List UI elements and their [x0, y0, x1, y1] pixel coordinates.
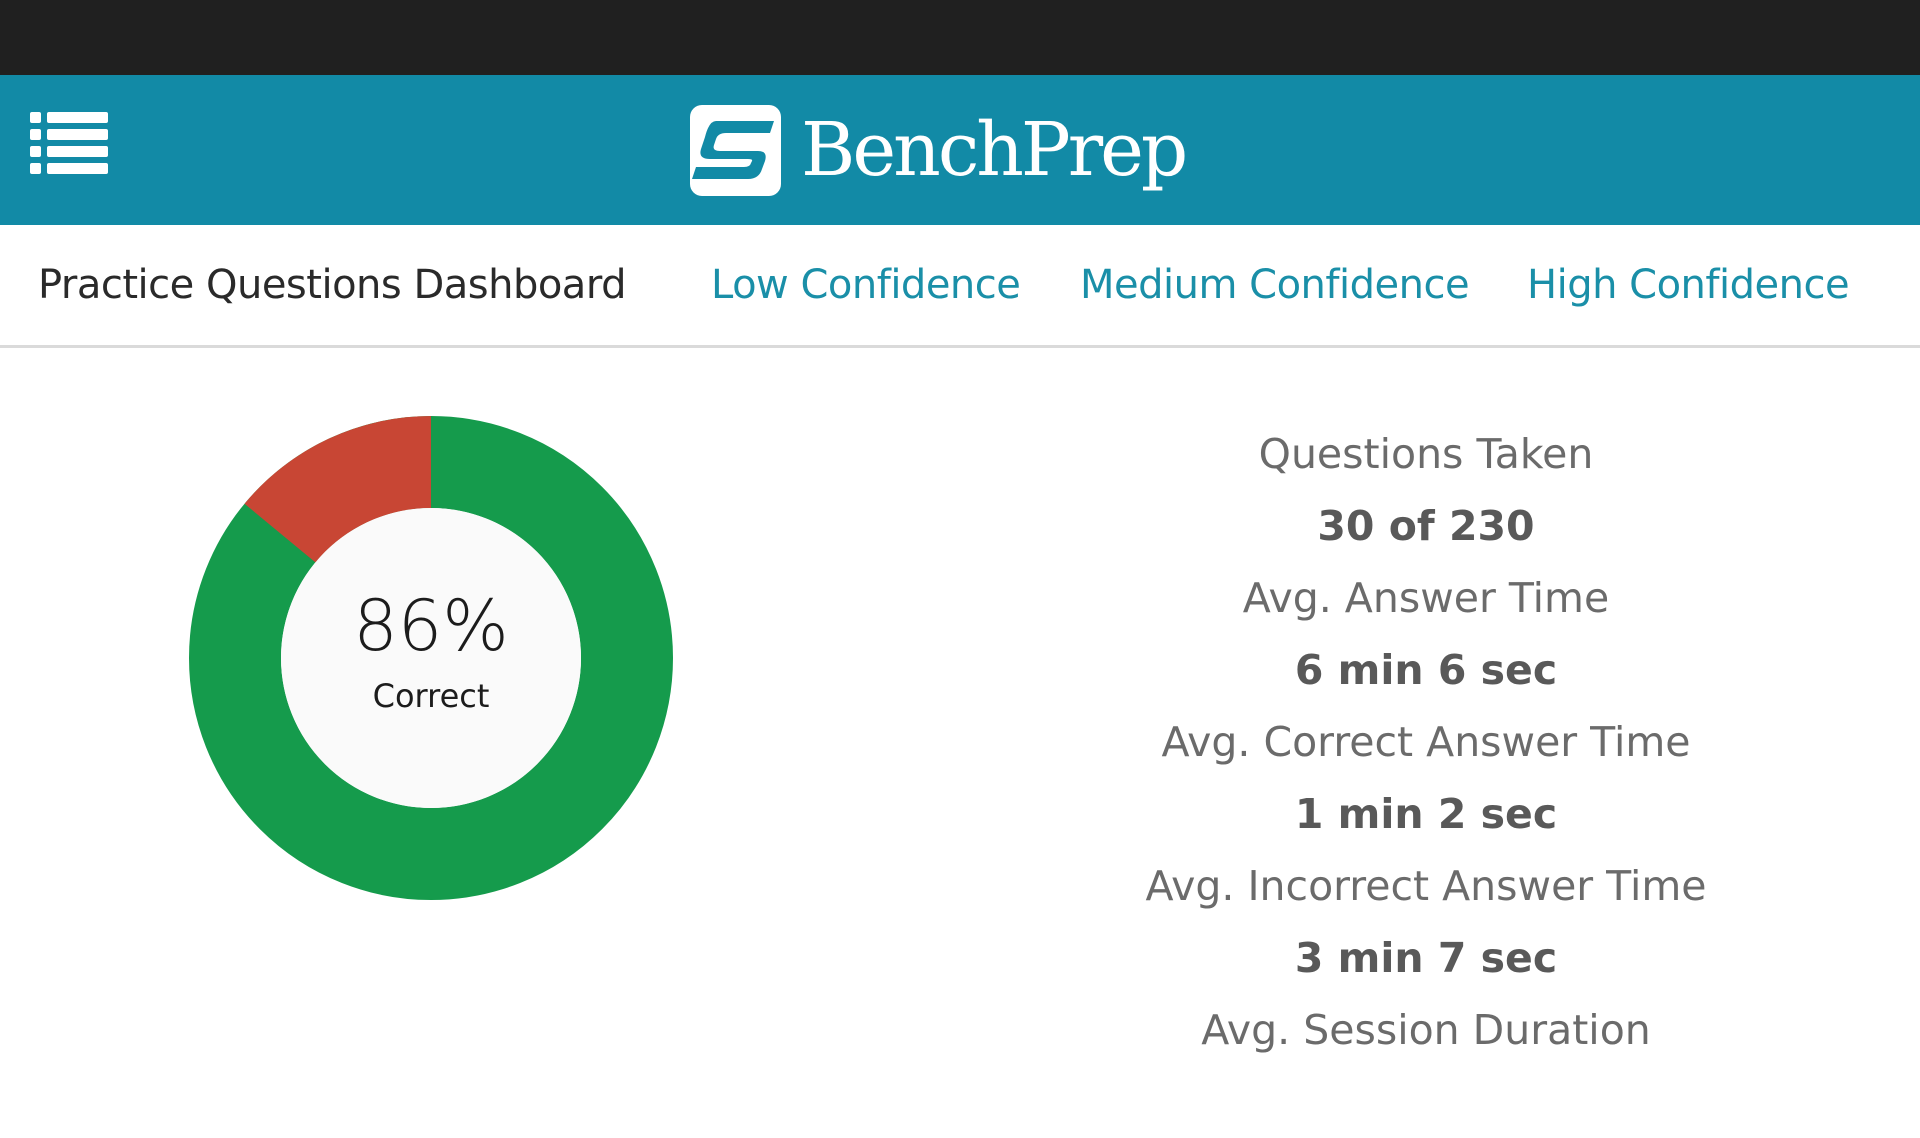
- stat-label-avg-answer-time: Avg. Answer Time: [1242, 574, 1610, 622]
- stat-label-avg-incorrect-time: Avg. Incorrect Answer Time: [1145, 862, 1707, 910]
- dashboard-nav: Practice Questions Dashboard Low Confide…: [0, 225, 1920, 348]
- incorrect-segment: [244, 416, 431, 563]
- stat-value-avg-session-duration: [1026, 1066, 1826, 1138]
- tab-low-confidence[interactable]: Low Confidence: [711, 262, 1021, 308]
- stats-panel: Questions Taken 30 of 230 Avg. Answer Ti…: [1026, 418, 1826, 1138]
- donut-svg: [189, 416, 673, 900]
- brand-name: BenchPrep: [801, 107, 1188, 193]
- donut-hole: [281, 508, 581, 808]
- stat-label-avg-correct-time: Avg. Correct Answer Time: [1161, 718, 1691, 766]
- stat-value-avg-correct-time: 1 min 2 sec: [1294, 790, 1558, 838]
- stat-value-questions-taken: 30 of 230: [1317, 502, 1535, 550]
- stat-label-avg-session-duration: Avg. Session Duration: [1201, 1006, 1651, 1054]
- menu-button[interactable]: [30, 112, 108, 174]
- brand-logo[interactable]: BenchPrep: [688, 100, 1188, 200]
- correct-donut-chart: 86% Correct: [189, 416, 673, 900]
- stat-value-avg-answer-time: 6 min 6 sec: [1294, 646, 1558, 694]
- stat-label-questions-taken: Questions Taken: [1258, 430, 1594, 478]
- app-header: [0, 75, 1920, 225]
- stat-value-avg-incorrect-time: 3 min 7 sec: [1294, 934, 1558, 982]
- tab-high-confidence[interactable]: High Confidence: [1527, 262, 1850, 308]
- tab-medium-confidence[interactable]: Medium Confidence: [1080, 262, 1470, 308]
- system-status-bar: [0, 0, 1920, 75]
- benchprep-logo-icon: [690, 104, 781, 196]
- page-title: Practice Questions Dashboard: [38, 262, 626, 308]
